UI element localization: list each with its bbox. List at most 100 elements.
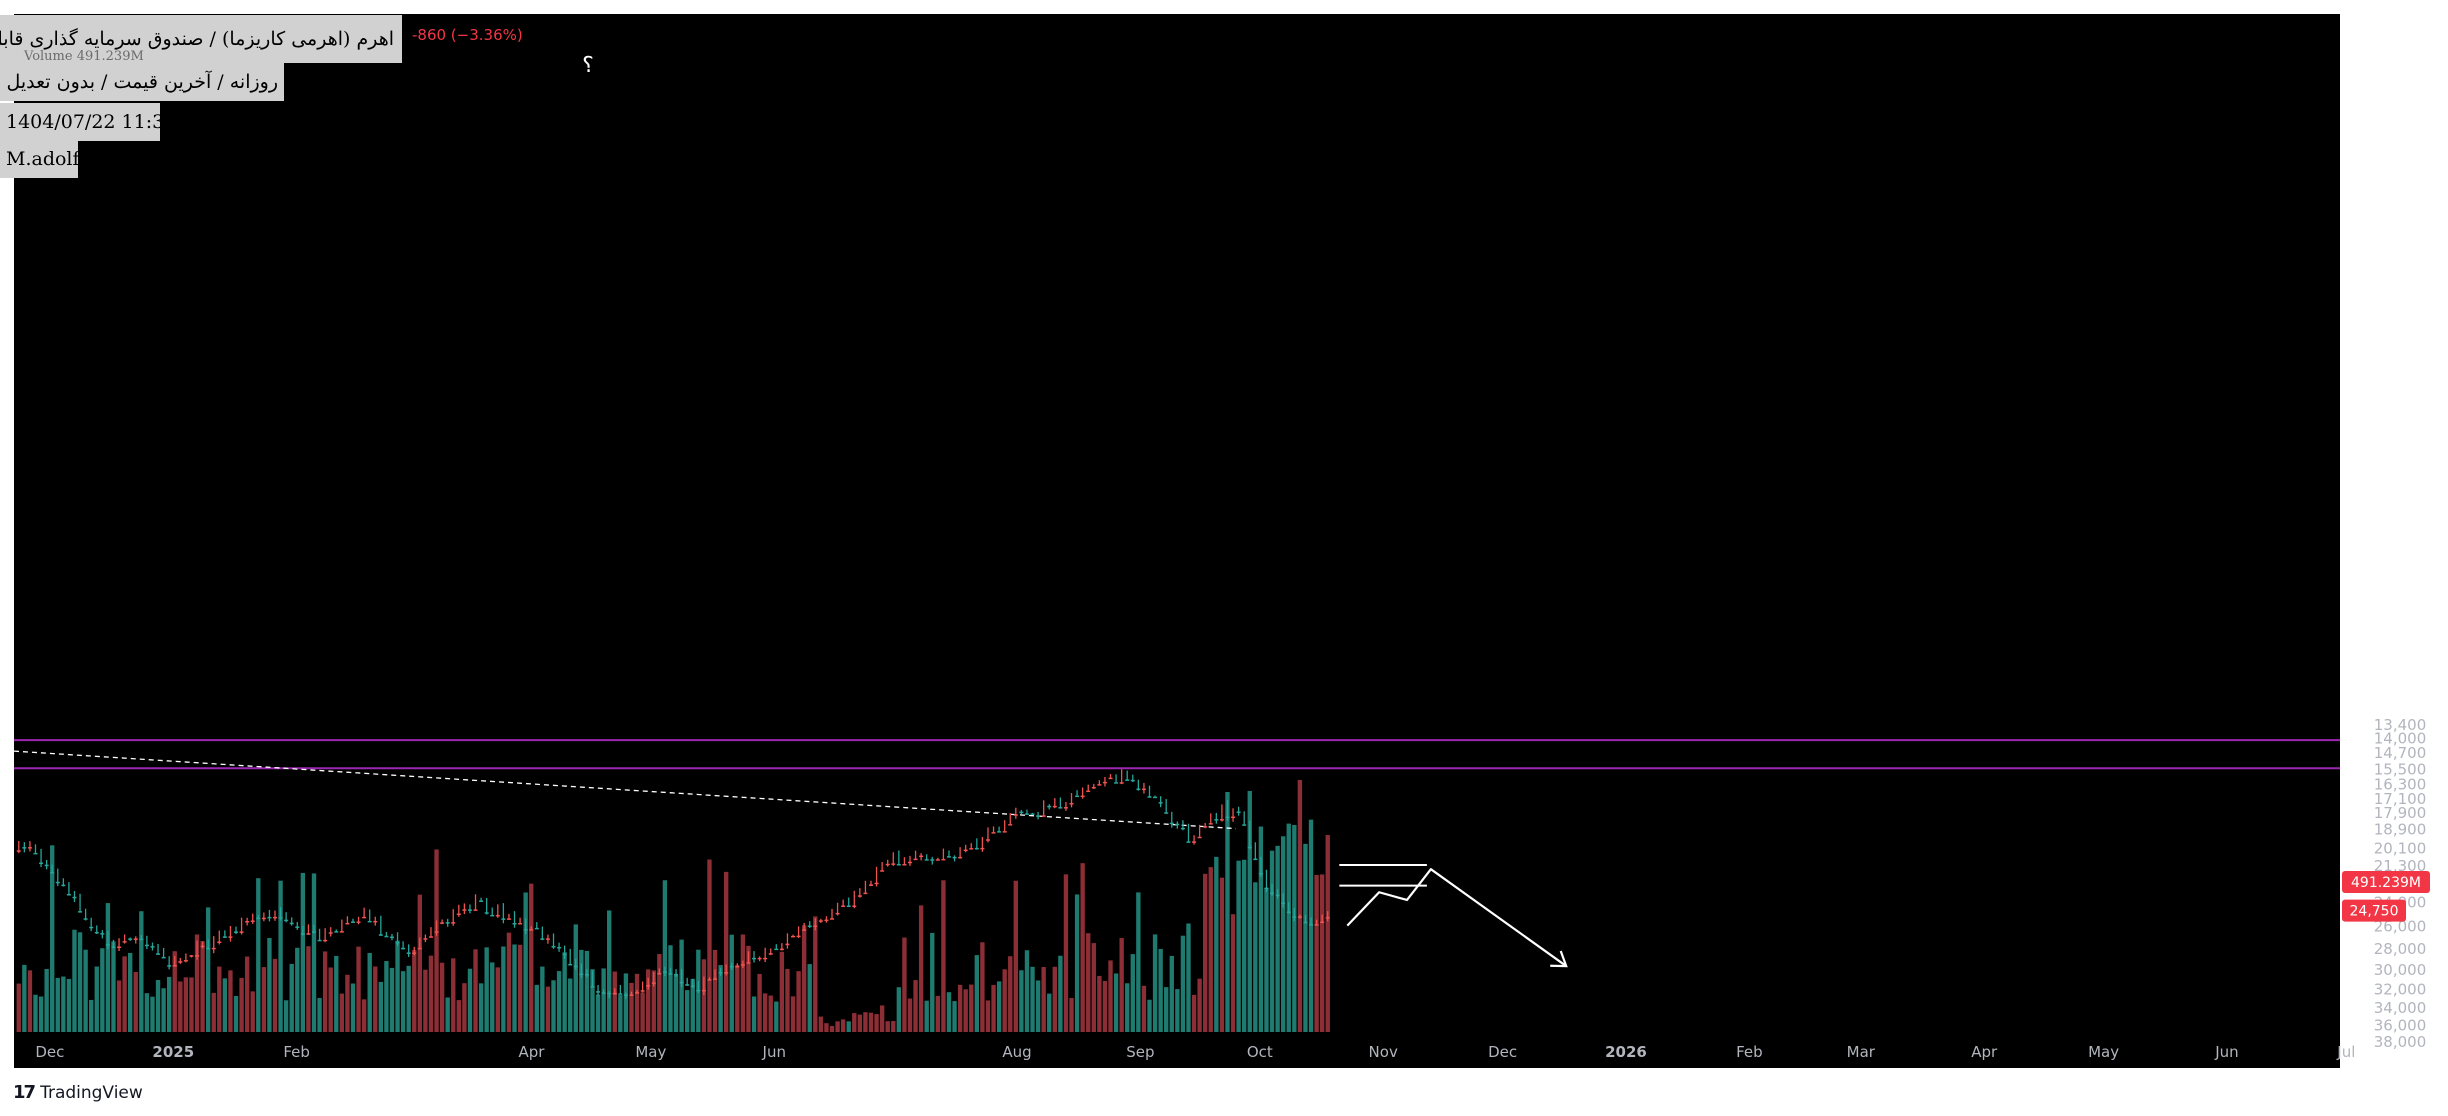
candle-body — [924, 859, 929, 861]
candle-body — [646, 985, 651, 987]
candle-body — [818, 920, 823, 922]
candle-body — [1147, 796, 1152, 798]
candle-body — [484, 912, 489, 914]
price-axis-label: 34,000 — [2374, 999, 2427, 1017]
projection-arrowhead[interactable] — [1550, 950, 1568, 968]
volume-bar — [1208, 867, 1213, 1032]
price-axis-label: 16,300 — [2374, 776, 2427, 794]
candle-body — [317, 939, 322, 942]
candle-body — [718, 972, 723, 974]
volume-bar — [501, 946, 506, 1032]
candle-body — [774, 948, 779, 951]
volume-bar — [796, 971, 801, 1032]
candle-body — [1130, 779, 1135, 782]
volume-bar — [434, 849, 439, 1032]
candle-body — [328, 932, 333, 934]
volume-bar — [89, 999, 94, 1032]
candle-body — [596, 991, 601, 993]
candle-body — [367, 920, 372, 923]
volume-bar — [55, 977, 60, 1032]
volume-bar — [852, 1013, 857, 1032]
volume-bar — [1108, 960, 1113, 1032]
volume-bar — [83, 949, 88, 1032]
volume-bar — [907, 998, 913, 1032]
candle-body — [434, 931, 439, 933]
candle-body — [1169, 822, 1174, 825]
volume-bar — [1119, 938, 1124, 1032]
volume-bar — [239, 977, 244, 1032]
volume-bar — [1136, 892, 1141, 1032]
volume-bar — [601, 968, 606, 1032]
volume-bar — [1175, 989, 1180, 1032]
candle-body — [401, 947, 406, 950]
time-axis-label: 2025 — [152, 1043, 194, 1061]
candle-body — [852, 905, 857, 907]
volume-bar — [673, 974, 679, 1032]
volume-bar — [807, 964, 812, 1032]
candle-body — [1102, 781, 1107, 784]
volume-bar — [584, 950, 590, 1032]
volume-bar — [607, 910, 612, 1032]
projection-drawing[interactable] — [1339, 863, 1568, 968]
volume-bar — [579, 949, 584, 1032]
price-axis-label: 32,000 — [2374, 981, 2427, 999]
volume-bar — [1303, 843, 1308, 1032]
candle-body — [1309, 924, 1314, 926]
time-axis-label: Sep — [1126, 1043, 1154, 1061]
candle-body — [607, 992, 612, 995]
volume-bar — [957, 984, 963, 1032]
volume-bar — [1019, 970, 1024, 1032]
price-axis-label: 30,000 — [2374, 961, 2427, 979]
candle-body — [1075, 795, 1080, 798]
time-axis[interactable]: Dec 2025 Feb Apr May Jun Aug Sep Oct Nov Dec 2026 Fe… — [35, 1043, 2355, 1061]
candle-body — [791, 935, 795, 938]
candle-body — [167, 965, 172, 967]
volume-bar — [595, 994, 601, 1032]
volume-bar — [857, 1014, 863, 1032]
trendline-layer[interactable] — [13, 750, 1236, 830]
volume-bar — [139, 911, 144, 1032]
candle-body — [579, 973, 584, 976]
price-axis-label: 26,000 — [2374, 918, 2427, 936]
candle-body — [66, 894, 71, 896]
dashed-trendline[interactable] — [13, 750, 1236, 830]
volume-bar — [1314, 874, 1319, 1032]
candle-body — [300, 933, 305, 935]
tradingview-logo[interactable]: 17 TradingView — [13, 1082, 143, 1103]
projection-path[interactable] — [1346, 868, 1567, 967]
volume-bar — [1286, 823, 1291, 1032]
volume-bar — [1008, 956, 1013, 1032]
volume-bar — [868, 1012, 874, 1032]
candle-body — [406, 952, 411, 954]
volume-bar — [22, 964, 27, 1032]
volume-bar — [568, 978, 573, 1032]
volume-bar — [651, 970, 656, 1032]
candle-body — [651, 982, 656, 984]
price-axis-label: 21,300 — [2374, 857, 2427, 875]
candle-body — [763, 957, 768, 960]
tradingview-logo-text: TradingView — [40, 1082, 143, 1103]
volume-bar — [189, 977, 194, 1032]
volume-bar — [1203, 873, 1208, 1032]
volume-bar — [824, 1023, 829, 1032]
volume-bar — [1102, 980, 1108, 1032]
candle-body — [1236, 811, 1241, 813]
volume-bar — [701, 959, 707, 1032]
candle-body — [601, 992, 606, 994]
candle-body — [105, 944, 110, 946]
volume-bar — [785, 968, 790, 1032]
price-axis-label: 17,900 — [2374, 804, 2427, 822]
volume-bar — [996, 981, 1002, 1032]
time-axis-label: Nov — [1369, 1043, 1398, 1061]
price-axis-label: 28,000 — [2374, 940, 2427, 958]
volume-bar — [378, 981, 384, 1032]
volume-bar — [517, 944, 523, 1032]
candle-body — [562, 953, 567, 956]
candle-body — [779, 948, 784, 951]
volume-bar — [283, 1000, 289, 1032]
candle-body — [997, 831, 1002, 833]
candle-body — [1141, 788, 1146, 791]
volume-bar — [38, 996, 44, 1032]
candle-body — [1019, 811, 1024, 814]
